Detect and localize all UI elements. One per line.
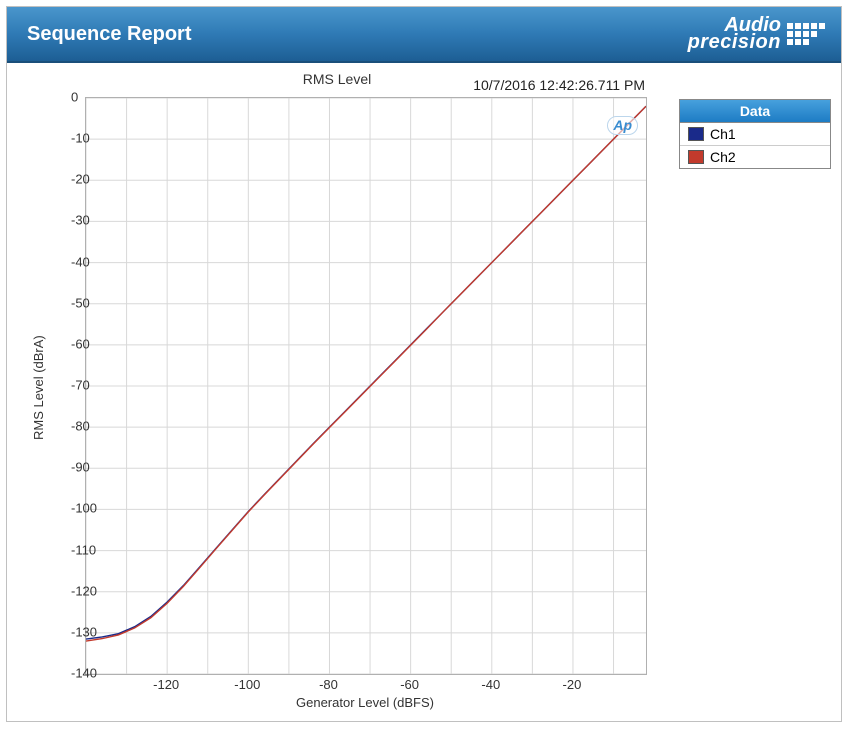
legend-swatch-icon (688, 127, 704, 141)
chart-timestamp: 10/7/2016 12:42:26.711 PM (473, 77, 645, 93)
plot-area: Ap (85, 97, 647, 675)
legend-header: Data (680, 100, 830, 123)
ap-watermark-icon: Ap (607, 116, 638, 135)
x-tick-label: -80 (319, 677, 338, 692)
y-tick-label: -10 (71, 131, 77, 146)
report-title: Sequence Report (27, 23, 191, 46)
y-tick-label: -130 (71, 624, 77, 639)
x-tick-label: -120 (153, 677, 179, 692)
x-tick-label: -100 (234, 677, 260, 692)
logo-text-bot: precision (688, 34, 781, 51)
y-tick-label: 0 (71, 90, 77, 105)
y-tick-label: -140 (71, 666, 77, 681)
report-window: Sequence Report Audio precision RMS Leve… (6, 6, 842, 722)
legend-label: Ch2 (710, 149, 736, 165)
brand-logo: Audio precision (688, 17, 825, 51)
legend-swatch-icon (688, 150, 704, 164)
legend-item: Ch1 (680, 123, 830, 146)
logo-bars-icon (787, 23, 825, 45)
y-tick-label: -50 (71, 295, 77, 310)
legend-item: Ch2 (680, 146, 830, 168)
y-tick-label: -60 (71, 336, 77, 351)
report-body: RMS Level Data Ch1Ch2 Ap0-10-20-30-40-50… (7, 63, 841, 721)
y-tick-label: -30 (71, 213, 77, 228)
y-tick-label: -40 (71, 254, 77, 269)
legend-label: Ch1 (710, 126, 736, 142)
series-line-ch1 (86, 106, 646, 639)
legend-box: Data Ch1 Ch2 (679, 99, 831, 169)
x-tick-label: -60 (400, 677, 419, 692)
y-tick-label: -90 (71, 460, 77, 475)
logo-text: Audio precision (688, 17, 781, 51)
y-axis-label: RMS Level (dBrA) (31, 335, 46, 440)
y-tick-label: -120 (71, 583, 77, 598)
y-tick-label: -100 (71, 501, 77, 516)
x-axis-label: Generator Level (dBFS) (296, 695, 434, 710)
x-tick-label: -20 (563, 677, 582, 692)
series-line-ch2 (86, 106, 646, 641)
report-header: Sequence Report Audio precision (7, 7, 841, 63)
x-tick-label: -40 (481, 677, 500, 692)
y-tick-label: -80 (71, 419, 77, 434)
y-tick-label: -110 (71, 542, 77, 557)
y-tick-label: -20 (71, 172, 77, 187)
y-tick-label: -70 (71, 378, 77, 393)
